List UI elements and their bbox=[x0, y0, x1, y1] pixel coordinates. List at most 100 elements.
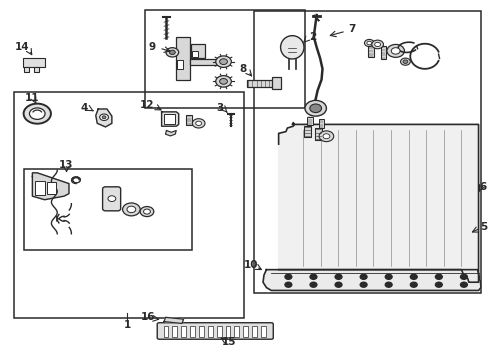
Bar bbox=[246, 80, 273, 87]
Bar bbox=[304, 126, 311, 137]
Bar bbox=[234, 326, 239, 337]
Circle shape bbox=[385, 274, 391, 279]
Bar bbox=[225, 326, 230, 337]
Bar bbox=[176, 37, 189, 80]
Bar bbox=[172, 326, 177, 337]
Text: 1: 1 bbox=[123, 320, 131, 330]
Bar bbox=[261, 326, 265, 337]
Circle shape bbox=[386, 44, 404, 57]
FancyBboxPatch shape bbox=[157, 323, 273, 339]
Circle shape bbox=[219, 78, 227, 84]
Circle shape bbox=[371, 40, 383, 49]
Bar bbox=[207, 326, 212, 337]
Bar bbox=[34, 67, 39, 72]
Bar bbox=[252, 326, 257, 337]
Circle shape bbox=[305, 100, 326, 116]
Circle shape bbox=[285, 274, 291, 279]
Bar bbox=[254, 12, 480, 293]
Bar bbox=[191, 51, 197, 57]
Bar bbox=[163, 326, 168, 337]
Circle shape bbox=[102, 116, 106, 119]
Bar bbox=[22, 58, 44, 67]
Text: 10: 10 bbox=[243, 260, 258, 270]
Polygon shape bbox=[96, 109, 112, 127]
Bar bbox=[24, 169, 191, 250]
Polygon shape bbox=[263, 270, 480, 291]
Bar bbox=[380, 46, 386, 59]
Circle shape bbox=[323, 134, 329, 139]
Circle shape bbox=[100, 114, 108, 121]
Bar bbox=[14, 92, 244, 318]
Circle shape bbox=[364, 40, 373, 46]
Polygon shape bbox=[278, 123, 478, 282]
Circle shape bbox=[334, 282, 341, 287]
Bar bbox=[318, 119, 324, 128]
Bar bbox=[47, 182, 56, 194]
Circle shape bbox=[334, 274, 341, 279]
Circle shape bbox=[29, 108, 45, 120]
Bar bbox=[144, 10, 305, 108]
Circle shape bbox=[143, 209, 150, 214]
Circle shape bbox=[23, 104, 51, 124]
Bar bbox=[163, 114, 174, 125]
Text: 8: 8 bbox=[239, 64, 245, 74]
Text: 14: 14 bbox=[14, 42, 29, 52]
Text: 11: 11 bbox=[25, 93, 40, 103]
Bar bbox=[189, 59, 216, 65]
Circle shape bbox=[402, 60, 407, 63]
Circle shape bbox=[309, 104, 321, 113]
Text: 5: 5 bbox=[479, 222, 486, 231]
Bar bbox=[315, 129, 322, 140]
Bar bbox=[243, 326, 248, 337]
Circle shape bbox=[192, 119, 204, 128]
Circle shape bbox=[285, 282, 291, 287]
Circle shape bbox=[169, 50, 175, 54]
Bar bbox=[190, 44, 205, 58]
Text: 7: 7 bbox=[347, 24, 355, 35]
Circle shape bbox=[366, 41, 371, 45]
Polygon shape bbox=[165, 131, 176, 136]
Bar bbox=[177, 60, 183, 69]
Bar bbox=[216, 326, 221, 337]
Circle shape bbox=[127, 206, 136, 213]
Bar bbox=[190, 326, 195, 337]
Bar bbox=[307, 117, 313, 125]
Polygon shape bbox=[163, 318, 183, 323]
FancyBboxPatch shape bbox=[102, 187, 121, 211]
Circle shape bbox=[122, 203, 140, 216]
Text: 4: 4 bbox=[81, 103, 88, 113]
Circle shape bbox=[460, 282, 467, 287]
Circle shape bbox=[195, 121, 201, 126]
Text: 2: 2 bbox=[308, 32, 316, 41]
Circle shape bbox=[215, 76, 231, 87]
Bar bbox=[271, 77, 280, 89]
Circle shape bbox=[360, 274, 366, 279]
Circle shape bbox=[409, 274, 416, 279]
Circle shape bbox=[385, 282, 391, 287]
Circle shape bbox=[434, 282, 441, 287]
Circle shape bbox=[374, 42, 380, 46]
Text: 9: 9 bbox=[148, 42, 155, 52]
Bar bbox=[199, 326, 203, 337]
Text: 12: 12 bbox=[140, 100, 154, 110]
Circle shape bbox=[165, 48, 178, 57]
Ellipse shape bbox=[280, 36, 304, 59]
Circle shape bbox=[309, 282, 316, 287]
Text: 3: 3 bbox=[216, 103, 224, 113]
Polygon shape bbox=[161, 112, 178, 126]
Bar bbox=[181, 326, 186, 337]
Circle shape bbox=[309, 274, 316, 279]
Bar bbox=[24, 67, 29, 72]
Bar bbox=[367, 44, 373, 57]
Text: 15: 15 bbox=[221, 337, 236, 347]
Bar bbox=[35, 181, 44, 195]
Circle shape bbox=[215, 56, 231, 67]
Circle shape bbox=[219, 59, 227, 64]
Text: 13: 13 bbox=[59, 159, 74, 170]
Circle shape bbox=[460, 274, 467, 279]
Text: 16: 16 bbox=[141, 312, 155, 322]
Circle shape bbox=[434, 274, 441, 279]
Bar bbox=[185, 116, 191, 125]
Circle shape bbox=[400, 58, 409, 65]
Text: 6: 6 bbox=[479, 182, 486, 192]
